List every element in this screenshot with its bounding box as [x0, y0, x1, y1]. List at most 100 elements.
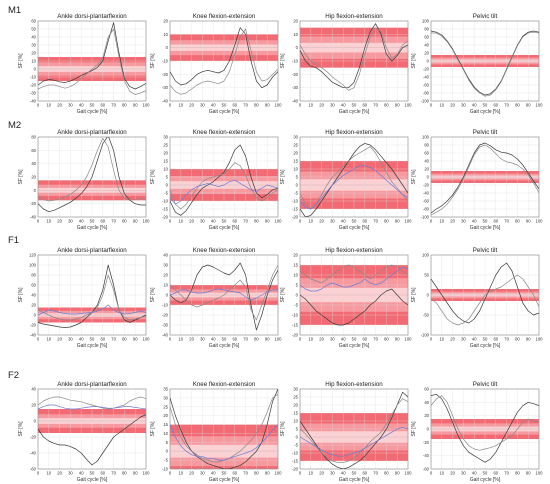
x-tick-label: 10	[308, 219, 313, 224]
y-tick-label: 0	[427, 175, 430, 180]
y-tick-label: 40	[31, 35, 36, 40]
x-tick-label: 10	[178, 219, 183, 224]
x-tick-label: 100	[275, 103, 283, 108]
y-tick-label: -20	[162, 215, 169, 220]
series-group	[431, 393, 539, 463]
x-axis-label: Gait cycle [%]	[339, 109, 370, 115]
x-tick-label: 80	[122, 337, 127, 342]
y-tick-label: -5	[164, 458, 168, 463]
y-tick-label: 80	[31, 273, 36, 278]
x-tick-label: 30	[68, 337, 73, 342]
series-line-3	[300, 427, 408, 457]
y-tick-label: -15	[162, 207, 169, 212]
x-tick-label: 100	[275, 219, 283, 224]
y-tick-label: 50	[31, 27, 36, 32]
x-tick-label: 60	[232, 219, 237, 224]
x-tick-label: 80	[122, 219, 127, 224]
panel-title: Knee flexion-extension	[193, 381, 256, 388]
x-tick-label: 20	[189, 471, 194, 476]
y-tick-label: 5	[296, 427, 299, 432]
y-tick-label: 20	[31, 51, 36, 56]
y-tick-label: 15	[293, 263, 298, 268]
panel-F2-1: Ankle dorsi-plantarflexion 0 10 20 30 40 50 60 7…	[18, 381, 150, 483]
x-tick-label: 50	[222, 103, 227, 108]
x-tick-label: 90	[395, 219, 400, 224]
x-tick-label: 50	[90, 103, 95, 108]
series-line-3	[300, 165, 408, 210]
x-tick-label: 10	[439, 337, 444, 342]
panel-F2-4: Pelvic tilt 0 10 20 30 40 50 60 70 80 90 100 -60 -40 -…	[411, 381, 543, 483]
y-tick-label: 20	[293, 403, 298, 408]
x-tick-label: 60	[100, 219, 105, 224]
series-line-3	[170, 424, 278, 461]
x-tick-label: 10	[178, 103, 183, 108]
y-tick-label: 20	[163, 273, 168, 278]
y-tick-label: -10	[292, 313, 299, 318]
x-tick-label: 20	[57, 337, 62, 342]
y-tick-label: 30	[163, 263, 168, 268]
x-tick-label: 20	[319, 219, 324, 224]
grid	[430, 136, 540, 218]
y-tick-label: -5	[294, 191, 298, 196]
x-tick-label: 30	[200, 103, 205, 108]
panel-M1-2: Knee flexion-extension 0 10 20 30 40 50 60 70 80 9…	[150, 13, 282, 115]
series-group	[38, 264, 146, 328]
grid	[430, 388, 540, 470]
y-tick-label: -40	[292, 99, 299, 104]
x-tick-label: 40	[341, 471, 346, 476]
x-tick-label: 40	[211, 219, 216, 224]
plot-frame	[430, 254, 540, 336]
y-tick-label: 0	[166, 183, 169, 188]
series-group	[431, 262, 539, 326]
series-group	[38, 396, 146, 466]
x-tick-label: 50	[352, 337, 357, 342]
x-tick-label: 30	[461, 471, 466, 476]
y-tick-label: 25	[163, 143, 168, 148]
x-tick-label: 90	[133, 337, 138, 342]
panel-title: Ankle dorsi-plantarflexion	[57, 129, 127, 136]
x-tick-label: 80	[384, 219, 389, 224]
y-tick-label: 20	[424, 413, 429, 418]
y-axis-label: SF [%]	[18, 421, 24, 437]
series-line-1	[431, 393, 539, 463]
x-tick-label: 20	[189, 103, 194, 108]
y-tick-label: -10	[292, 451, 299, 456]
x-axis-label: Gait cycle [%]	[339, 225, 370, 231]
y-tick-label: -10	[292, 59, 299, 64]
x-tick-label: 100	[536, 337, 544, 342]
y-tick-label: -5	[294, 303, 298, 308]
x-tick-label: 20	[319, 103, 324, 108]
panel-F1-2: Knee flexion-extension 0 10 20 30 40 50 60 70 80 9…	[150, 247, 282, 349]
x-tick-label: 40	[79, 337, 84, 342]
y-tick-label: -20	[162, 313, 169, 318]
x-tick-label: 80	[254, 103, 259, 108]
y-tick-label: 25	[293, 143, 298, 148]
x-tick-label: 0	[169, 219, 172, 224]
x-tick-label: 50	[483, 219, 488, 224]
x-axis-label: Gait cycle [%]	[209, 225, 240, 231]
y-tick-label: 100	[422, 19, 430, 24]
x-tick-label: 0	[430, 103, 433, 108]
x-tick-label: 90	[395, 337, 400, 342]
x-tick-label: 60	[493, 471, 498, 476]
y-tick-label: -40	[423, 191, 430, 196]
series-line-2	[170, 162, 278, 210]
x-tick-label: 50	[483, 103, 488, 108]
x-tick-label: 20	[450, 103, 455, 108]
x-axis-label: Gait cycle [%]	[77, 225, 108, 231]
x-tick-label: 100	[143, 337, 151, 342]
y-tick-label: -10	[162, 467, 169, 472]
x-tick-label: 10	[178, 337, 183, 342]
series-line-2	[38, 396, 146, 410]
y-tick-label: 40	[424, 400, 429, 405]
y-tick-label: -20	[423, 440, 430, 445]
x-tick-label: 70	[111, 219, 116, 224]
y-tick-label: 20	[31, 403, 36, 408]
grid	[169, 20, 279, 102]
x-tick-label: 80	[122, 471, 127, 476]
y-tick-label: 20	[424, 51, 429, 56]
series-group	[431, 30, 539, 97]
x-tick-label: 60	[100, 471, 105, 476]
y-tick-label: -30	[162, 85, 169, 90]
x-axis-label: Gait cycle [%]	[470, 477, 501, 483]
